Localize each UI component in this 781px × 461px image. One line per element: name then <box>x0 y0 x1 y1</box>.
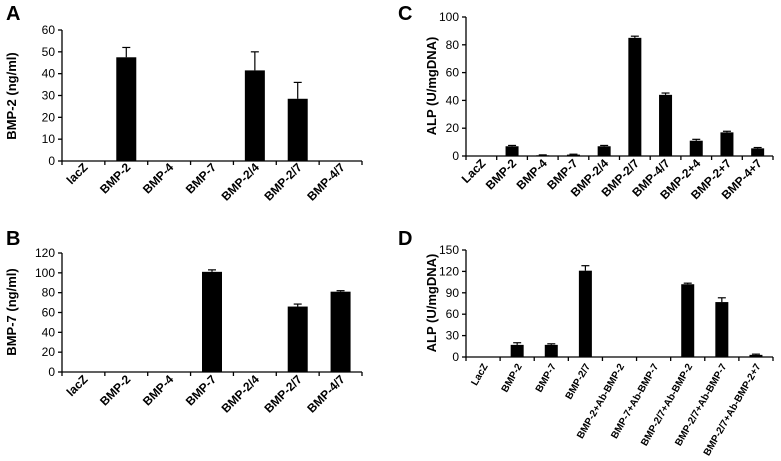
bar-d-1 <box>510 344 524 357</box>
y-tick-label-b: 40 <box>42 325 56 339</box>
category-label-a-2: BMP-4 <box>140 160 177 197</box>
y-axis-title-d: ALP (U/mgDNA) <box>424 254 439 353</box>
y-tick-label-b: 100 <box>35 266 55 280</box>
bar-d-3 <box>578 270 592 357</box>
bar-d-8 <box>749 354 763 357</box>
y-tick-label-d: 120 <box>439 264 459 278</box>
y-tick-label-c: 100 <box>439 10 459 24</box>
bar-b-5 <box>287 306 308 372</box>
category-label-a-3: BMP-7 <box>183 160 220 197</box>
category-label-c-1: BMP-2 <box>483 156 520 193</box>
bar-c-9 <box>751 148 765 156</box>
bar-a-5 <box>287 98 308 161</box>
bar-d-7 <box>715 302 729 357</box>
bar-a-4 <box>244 70 265 161</box>
bar-d-6 <box>681 284 695 357</box>
category-label-d-2: BMP-7 <box>534 362 559 395</box>
bar-c-6 <box>659 94 673 156</box>
y-tick-label-b: 120 <box>35 246 55 260</box>
category-label-b-0: lacZ <box>64 372 91 399</box>
chart-d: ALP (U/mgDNA) 0 30 60 90 120 150 LacZ BMP-2 BMP-7… <box>424 243 774 458</box>
y-tick-label-a: 0 <box>48 154 55 168</box>
y-tick-label-b: 0 <box>48 365 55 379</box>
panel-letter-a: A <box>6 3 20 25</box>
bar-b-3 <box>202 271 222 372</box>
category-label-b-5: BMP-2/7 <box>261 372 305 416</box>
category-label-a-5: BMP-2/7 <box>261 160 305 204</box>
category-label-d-3: BMP-2/7 <box>564 362 593 402</box>
bar-c-4 <box>597 146 611 156</box>
bar-c-5 <box>628 37 642 156</box>
panel-letter-c: C <box>398 3 412 25</box>
bar-c-7 <box>689 140 703 156</box>
category-label-b-1: BMP-2 <box>97 372 134 409</box>
bar-c-8 <box>720 132 734 156</box>
y-tick-label-c: 0 <box>452 149 459 163</box>
category-label-a-6: BMP-4/7 <box>304 160 348 204</box>
y-tick-label-b: 80 <box>42 286 56 300</box>
bar-b-6 <box>330 291 351 372</box>
y-axis-title-a: BMP-2 (ng/ml) <box>4 52 19 139</box>
y-tick-label-d: 60 <box>446 307 460 321</box>
category-label-a-0: lacZ <box>64 160 91 187</box>
y-tick-label-b: 60 <box>42 306 56 320</box>
y-tick-label-a: 50 <box>42 45 56 59</box>
bar-c-2 <box>536 155 550 156</box>
category-label-b-3: BMP-7 <box>183 372 220 409</box>
chart-c: ALP (U/mgDNA)020406080100LacZBMP-2BMP-4B… <box>424 10 774 202</box>
category-label-c-2: BMP-4 <box>514 156 551 193</box>
y-axis-title-c: ALP (U/mgDNA) <box>424 37 439 136</box>
y-tick-label-c: 80 <box>446 38 460 52</box>
y-tick-label-d: 30 <box>446 329 460 343</box>
y-tick-label-a: 30 <box>42 89 56 103</box>
y-tick-label-c: 20 <box>446 121 460 135</box>
y-tick-label-a: 40 <box>42 67 56 81</box>
y-tick-label-a: 20 <box>42 110 56 124</box>
panel-letter-b: B <box>6 228 20 250</box>
category-label-b-2: BMP-4 <box>140 372 177 409</box>
panel-letter-d: D <box>398 228 412 250</box>
bar-a-1 <box>116 57 137 161</box>
category-label-a-4: BMP-2/4 <box>219 160 263 204</box>
category-label-b-4: BMP-2/4 <box>219 372 263 416</box>
y-tick-label-b: 20 <box>42 345 56 359</box>
category-label-a-1: BMP-2 <box>97 160 134 197</box>
y-tick-label-d: 90 <box>446 286 460 300</box>
category-label-d-0: LacZ <box>469 362 490 388</box>
y-tick-label-a: 60 <box>42 23 56 37</box>
category-label-d-1: BMP-2 <box>500 362 525 395</box>
bar-c-3 <box>566 154 580 156</box>
category-label-b-6: BMP-4/7 <box>304 372 348 416</box>
y-tick-label-c: 60 <box>446 66 460 80</box>
bar-c-1 <box>505 146 519 156</box>
y-tick-label-d: 150 <box>439 243 459 257</box>
bar-d-2 <box>544 344 558 357</box>
y-tick-label-c: 40 <box>446 93 460 107</box>
y-tick-label-a: 10 <box>42 132 56 146</box>
y-tick-label-d: 0 <box>452 350 459 364</box>
y-axis-title-b: BMP-7 (ng/ml) <box>4 268 19 355</box>
